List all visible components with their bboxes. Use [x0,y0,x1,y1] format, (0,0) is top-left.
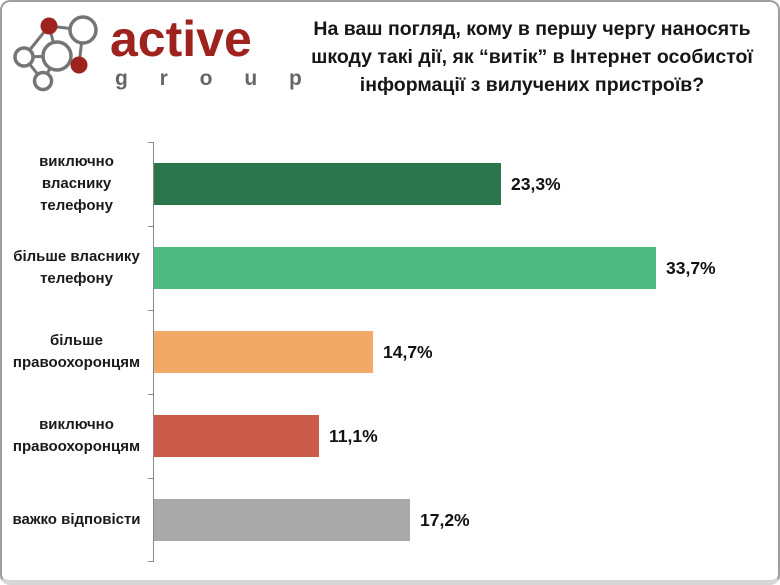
chart-row: виключно правоохоронцям 11,1% [2,394,778,478]
axis-tick [148,478,154,479]
logo: active g r o u p [12,8,315,102]
network-nodes-icon [13,15,98,92]
brand-name: active [110,11,252,67]
chart-row: більше власнику телефону 33,7% [2,226,778,310]
value-label: 23,3% [511,173,561,194]
axis-tick [148,310,154,311]
category-label: виключно власнику телефону [39,153,114,214]
bar [154,247,656,289]
axis-tick [148,561,154,562]
chart-row: важко відповісти 17,2% [2,478,778,562]
bar [154,415,319,457]
category-label: важко відповісти [12,511,141,529]
title-line-1: На ваш погляд, кому в першу чергу нанося… [313,18,751,40]
axis-tick [148,142,154,143]
category-label: більше власнику телефону [13,248,140,287]
y-axis-line [153,142,154,562]
bar [154,331,373,373]
title-line-2: шкоду такі дії, як “витік” в Інтернет ос… [311,46,753,68]
chart-question-title: На ваш погляд, кому в першу чергу нанося… [294,15,770,99]
bar [154,163,501,205]
category-label: більше правоохоронцям [12,332,141,371]
chart-row: виключно власнику телефону 23,3% [2,142,778,226]
bar [154,499,410,541]
axis-tick [148,394,154,395]
brand-subtitle: g r o u p [115,67,315,90]
bar-chart: виключно власнику телефону 23,3% більше … [2,142,778,562]
logo-text: active g r o u p [110,14,315,91]
category-label: виключно правоохоронцям [12,416,141,455]
title-line-3: інформації з вилучених пристроїв? [359,74,705,96]
value-label: 17,2% [420,509,470,530]
value-label: 14,7% [383,341,433,362]
value-label: 33,7% [666,257,716,278]
value-label: 11,1% [329,425,378,446]
axis-tick [148,226,154,227]
chart-row: більше правоохоронцям 14,7% [2,310,778,394]
